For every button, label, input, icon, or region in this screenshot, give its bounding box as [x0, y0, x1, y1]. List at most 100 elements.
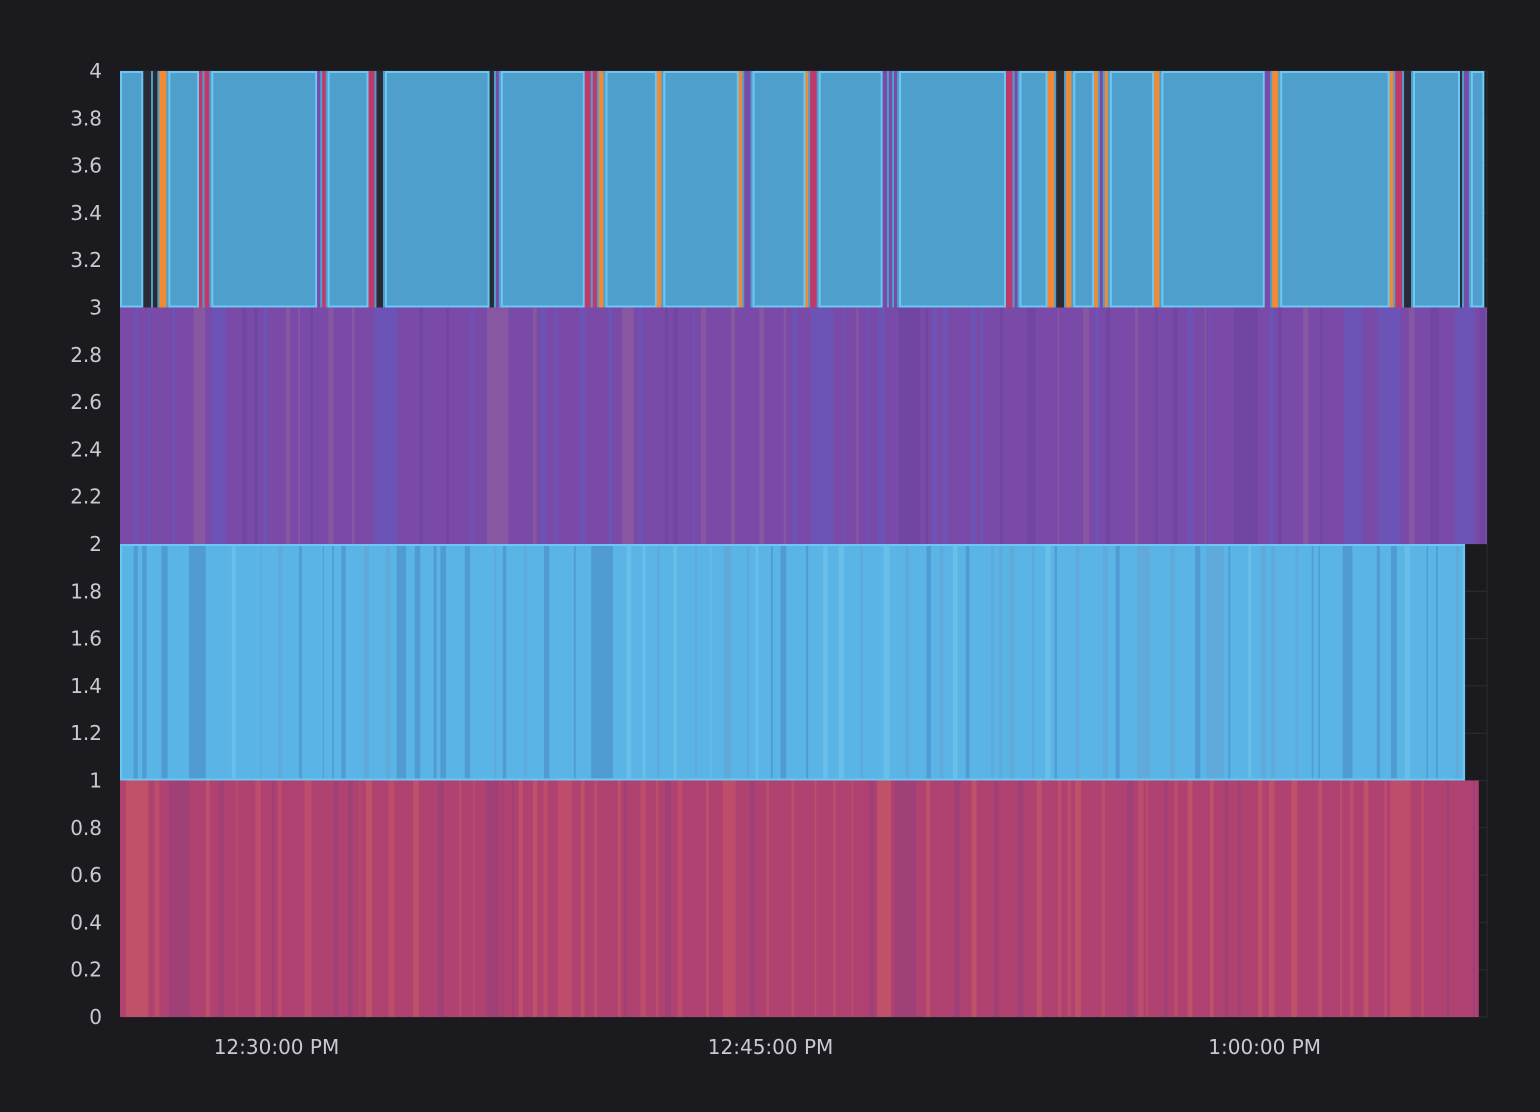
- state-segment: [877, 780, 892, 1017]
- y-tick-label: 0.8: [70, 816, 102, 840]
- y-tick-label: 2.4: [70, 437, 102, 461]
- state-segment: [159, 71, 167, 308]
- state-segment: [385, 71, 490, 308]
- x-tick-label: 12:30:00 PM: [214, 1035, 340, 1059]
- state-segment: [1271, 544, 1276, 781]
- state-segment: [1376, 544, 1380, 781]
- state-segment: [1027, 307, 1036, 544]
- state-segment: [1479, 307, 1486, 544]
- state-segment: [894, 71, 898, 308]
- state-segment: [626, 544, 632, 781]
- state-segment: [523, 544, 527, 781]
- state-segment: [823, 544, 828, 781]
- state-segment: [543, 780, 548, 1017]
- state-segment: [624, 780, 627, 1017]
- state-segment: [1067, 780, 1071, 1017]
- state-segment: [1258, 780, 1263, 1017]
- state-segment: [518, 780, 523, 1017]
- state-segment: [193, 307, 206, 544]
- state-segment: [385, 544, 390, 781]
- state-segment: [783, 307, 787, 544]
- state-segment: [1455, 307, 1475, 544]
- state-segment: [471, 307, 474, 544]
- state-segment: [494, 544, 497, 781]
- state-segment: [1277, 307, 1282, 544]
- state-segment: [1104, 71, 1108, 308]
- state-segment: [500, 71, 585, 308]
- state-segment: [723, 544, 732, 781]
- state-segment: [780, 544, 787, 781]
- state-segment: [557, 780, 573, 1017]
- state-segment: [866, 307, 870, 544]
- y-tick-label: 3.8: [70, 106, 102, 130]
- state-segment: [818, 71, 883, 308]
- state-segment: [206, 780, 210, 1017]
- state-segment: [143, 71, 151, 308]
- state-segment: [979, 307, 984, 544]
- state-segment: [722, 780, 736, 1017]
- state-segment: [419, 307, 424, 544]
- state-segment: [998, 544, 1003, 781]
- state-segment: [608, 307, 612, 544]
- state-segment: [580, 780, 585, 1017]
- state-segment: [759, 307, 764, 544]
- state-segment: [225, 544, 227, 781]
- state-segment: [1154, 307, 1158, 544]
- state-segment: [172, 307, 175, 544]
- state-segment: [1455, 544, 1460, 781]
- state-segment: [1075, 544, 1080, 781]
- state-segment: [1014, 71, 1018, 308]
- state-segment: [1057, 780, 1062, 1017]
- state-segment: [298, 307, 300, 544]
- state-segment: [1363, 780, 1369, 1017]
- state-segment: [851, 780, 854, 1017]
- state-segment: [1083, 307, 1090, 544]
- state-segment: [1017, 780, 1024, 1017]
- state-segment: [1384, 780, 1387, 1017]
- state-segment: [584, 71, 591, 308]
- state-segment: [413, 780, 419, 1017]
- state-segment: [1095, 307, 1099, 544]
- state-segment: [1264, 71, 1271, 308]
- state-segment: [286, 307, 291, 544]
- state-segment: [328, 307, 334, 544]
- state-segment: [204, 71, 210, 308]
- state-segment: [299, 544, 302, 781]
- state-segment: [533, 780, 538, 1017]
- state-segment: [990, 544, 994, 781]
- state-segment: [543, 544, 550, 781]
- state-segment: [926, 544, 931, 781]
- state-segment: [594, 780, 598, 1017]
- state-segment: [1073, 71, 1095, 308]
- state-segment: [532, 307, 537, 544]
- state-segment: [1460, 71, 1463, 308]
- state-segment: [926, 780, 930, 1017]
- state-segment: [833, 780, 836, 1017]
- state-segment: [1291, 780, 1298, 1017]
- state-segment: [199, 71, 203, 308]
- state-segment: [1248, 544, 1252, 781]
- state-segment: [999, 307, 1004, 544]
- state-segment: [341, 544, 346, 781]
- state-band: [120, 780, 1479, 1017]
- state-segment: [843, 307, 846, 544]
- state-segment: [374, 307, 398, 544]
- state-segment: [368, 71, 375, 308]
- state-segment: [894, 780, 916, 1017]
- state-segment: [168, 71, 200, 308]
- state-segment: [1075, 780, 1081, 1017]
- state-segment: [1224, 780, 1228, 1017]
- x-axis-ticks: 12:30:00 PM 12:45:00 PM 1:00:00 PM: [214, 1035, 1321, 1059]
- state-segment: [1057, 307, 1060, 544]
- state-segment: [1404, 71, 1412, 308]
- state-segment: [888, 71, 893, 308]
- state-segment: [263, 307, 268, 544]
- state-segment: [1390, 544, 1397, 781]
- state-segment: [1174, 780, 1178, 1017]
- state-segment: [1161, 71, 1265, 308]
- state-segment: [1238, 780, 1241, 1017]
- state-segment: [655, 780, 659, 1017]
- state-segment: [188, 544, 206, 781]
- state-segment: [486, 307, 509, 544]
- state-segment: [317, 71, 321, 308]
